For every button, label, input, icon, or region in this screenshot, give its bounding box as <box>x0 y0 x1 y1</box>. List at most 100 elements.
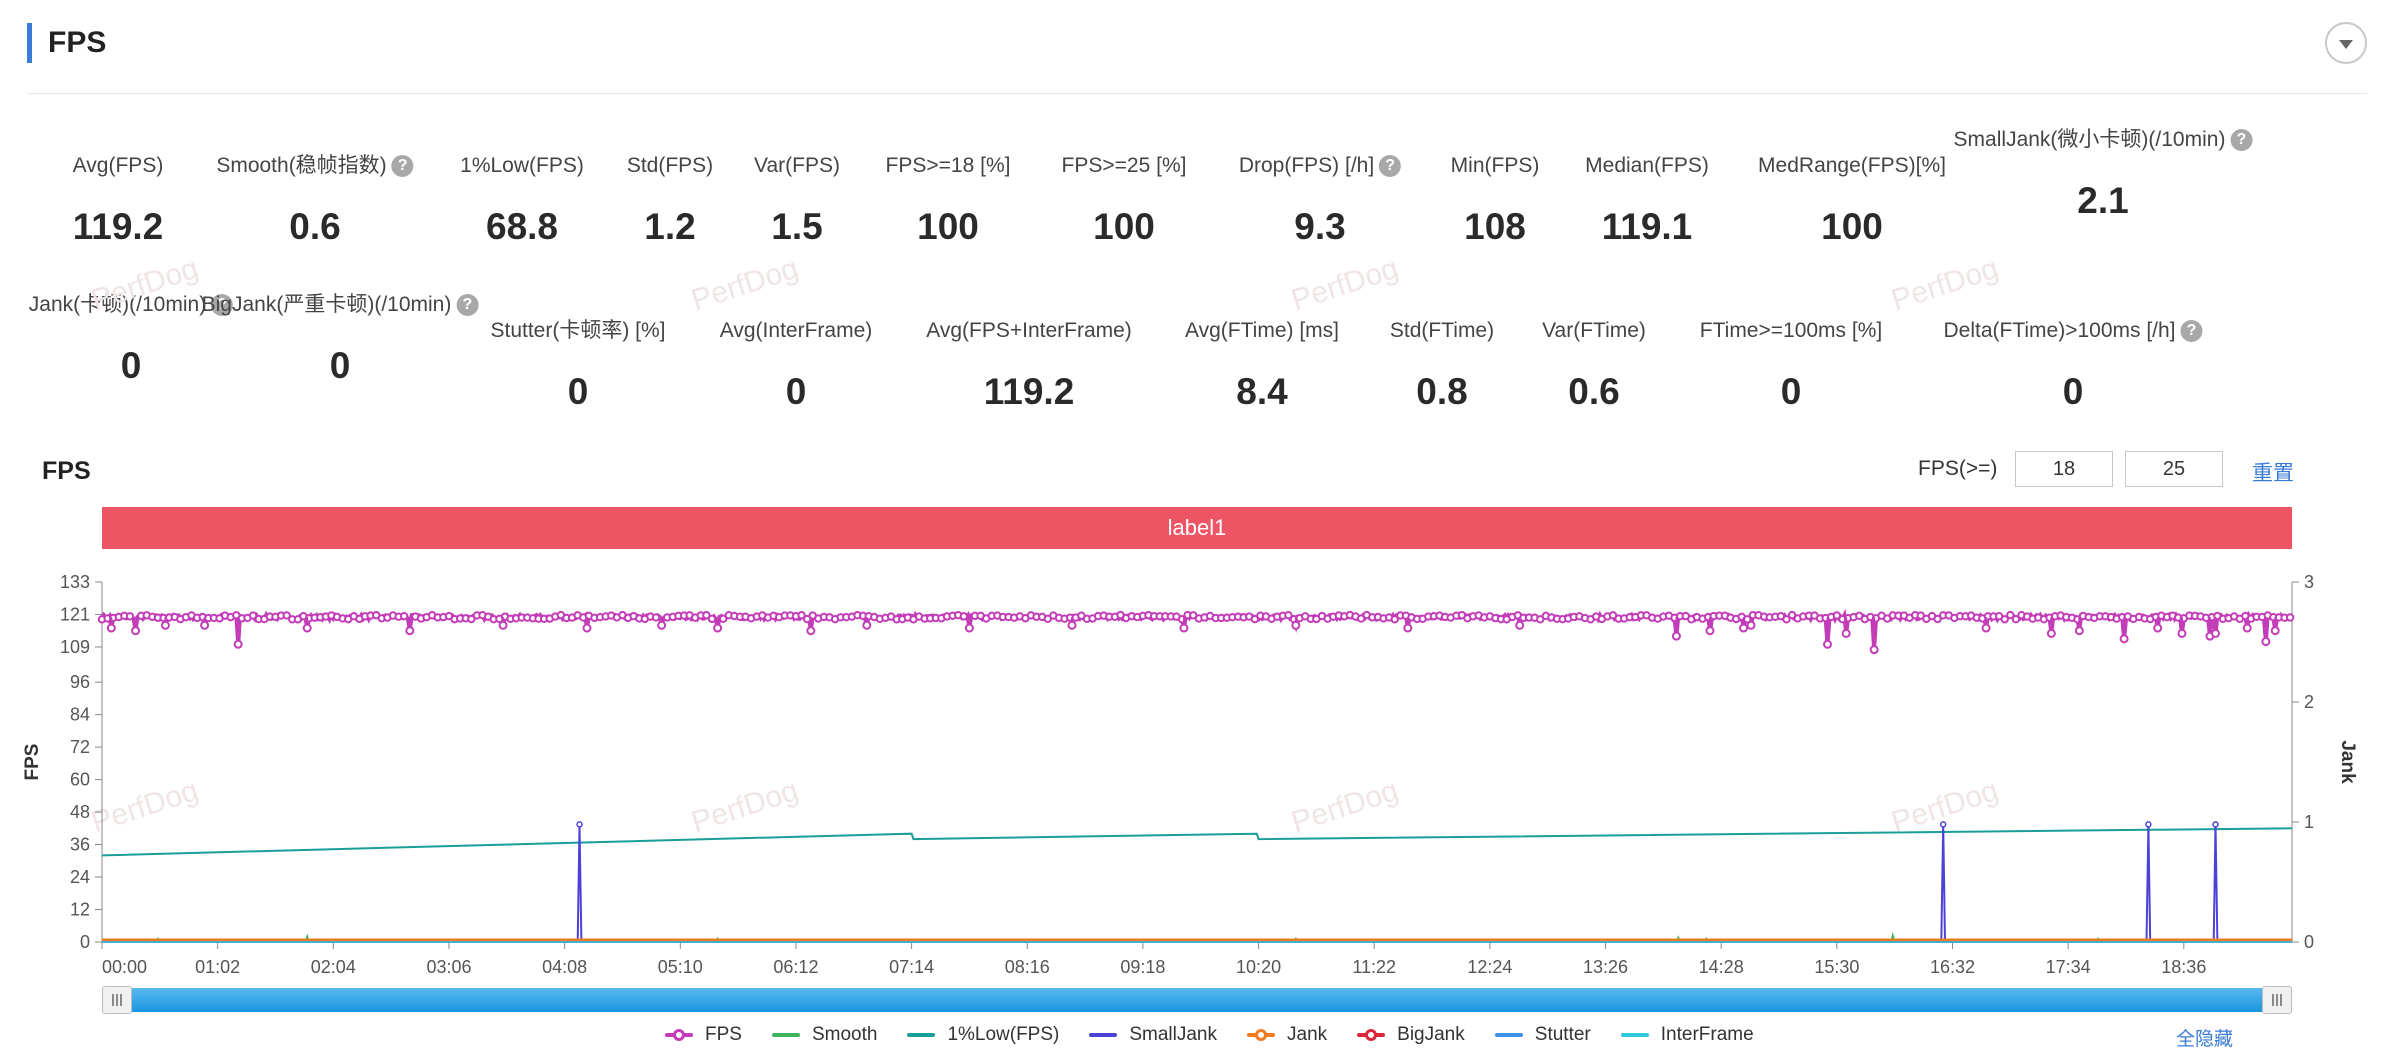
legend-label: Smooth <box>811 1024 878 1045</box>
fps-dip-point <box>233 639 243 649</box>
metric-label: SmallJank(微小卡顿) <box>1953 128 2149 151</box>
metric-card: Jank(卡顿) (/10min)? 0 <box>29 292 234 388</box>
fps-dip-point <box>2177 628 2187 638</box>
metric-card: Drop(FPS) [/h]? 9.3 <box>1239 153 1402 249</box>
legend-item[interactable]: Smooth <box>771 1024 878 1046</box>
y-right-tick-label: 0 <box>2304 932 2314 952</box>
metric-card: FTime>=100ms [%] 0 <box>1700 318 1882 414</box>
metric-value: 1.5 <box>771 206 823 247</box>
y-right-tick-label: 1 <box>2304 812 2314 832</box>
collapse-button[interactable] <box>2325 22 2367 64</box>
metric-value: 100 <box>1821 206 1883 247</box>
metric-value: 0.8 <box>1416 371 1468 412</box>
metric-value: 0 <box>567 371 589 412</box>
fps-dip-point <box>106 623 116 633</box>
legend-item[interactable]: BigJank <box>1357 1024 1465 1046</box>
help-icon[interactable]: ? <box>2230 129 2253 151</box>
y-left-tick-label: 48 <box>70 802 90 822</box>
smalljank-point <box>1939 821 1947 828</box>
x-tick-label: 07:14 <box>889 957 934 977</box>
help-icon[interactable]: ? <box>456 294 479 316</box>
grip-icon <box>112 994 122 1006</box>
x-tick-label: 12:24 <box>1467 957 1512 977</box>
x-tick-label: 11:22 <box>1352 957 1396 977</box>
watermark-text: PerfDog <box>1287 251 1403 318</box>
metric-label: Avg(FTime) [ms] <box>1184 319 1340 342</box>
reset-button[interactable]: 重置 <box>2252 462 2294 485</box>
time-range-slider[interactable] <box>102 986 2292 1014</box>
y-left-tick-label: 109 <box>60 637 90 657</box>
fps-threshold-input-2[interactable] <box>2125 451 2223 487</box>
y-left-tick-label: 60 <box>70 770 90 790</box>
metric-label: Delta(FTime)>100ms [/h]? <box>1943 318 2203 344</box>
x-tick-label: 16:32 <box>1930 957 1975 977</box>
legend-item[interactable]: InterFrame <box>1620 1024 1754 1046</box>
legend-label: 1%Low(FPS) <box>947 1024 1060 1045</box>
legend-item[interactable]: Jank <box>1247 1024 1327 1046</box>
grip-icon <box>2272 994 2282 1006</box>
legend-label: Jank <box>1287 1024 1328 1045</box>
metric-value: 0.6 <box>1568 371 1620 412</box>
y-left-tick-label: 0 <box>80 932 90 952</box>
legend-swatch-icon <box>1620 1033 1649 1037</box>
y-left-tick-label: 121 <box>60 604 90 624</box>
smalljank-point <box>2212 821 2219 828</box>
series-smalljank-line <box>102 824 2292 943</box>
fps-point <box>1832 611 1842 620</box>
fps-dip-point <box>131 626 141 636</box>
fps-dip-point <box>1403 623 1413 633</box>
help-icon[interactable]: ? <box>1379 155 1402 177</box>
fps-point <box>718 614 728 623</box>
x-tick-label: 10:20 <box>1236 957 1281 977</box>
legend-item[interactable]: SmallJank <box>1089 1024 1217 1046</box>
x-tick-label: 09:18 <box>1120 957 1165 977</box>
slider-handle-right[interactable] <box>2262 986 2292 1014</box>
label-band[interactable]: label1 <box>102 507 2292 549</box>
fps-dip-point <box>1067 620 1077 630</box>
legend-item[interactable]: Stutter <box>1494 1024 1591 1046</box>
legend-label: Stutter <box>1534 1024 1591 1045</box>
legend-item[interactable]: FPS <box>665 1024 742 1046</box>
y-left-tick-label: 36 <box>70 835 90 855</box>
threshold-label: FPS(>=) <box>1918 457 1998 480</box>
legend-label: SmallJank <box>1129 1024 1218 1045</box>
metric-value: 100 <box>917 206 979 247</box>
fps-threshold-input-1[interactable] <box>2015 451 2113 487</box>
metric-value: 68.8 <box>485 206 559 247</box>
fps-point <box>1933 614 1942 624</box>
metric-value: 119.2 <box>72 206 164 247</box>
fps-point <box>1390 615 1399 624</box>
fps-dip-point <box>1291 620 1301 630</box>
x-tick-label: 06:12 <box>773 957 818 977</box>
metric-value: 119.2 <box>983 371 1075 412</box>
legend-item[interactable]: 1%Low(FPS) <box>907 1024 1059 1046</box>
fps-point <box>467 614 476 624</box>
y-right-tick-label: 3 <box>2304 572 2314 592</box>
legend-label: FPS <box>705 1024 742 1045</box>
fps-dip-point <box>2261 637 2271 647</box>
section-header: FPS <box>27 22 106 64</box>
metric-card: MedRange(FPS)[%] 100 <box>1758 153 1946 249</box>
help-icon[interactable]: ? <box>211 294 234 316</box>
metric-label: Median(FPS) <box>1585 154 1709 177</box>
legend-swatch-icon <box>1247 1029 1276 1041</box>
slider-handle-left[interactable] <box>102 986 132 1014</box>
metric-value: 0 <box>329 345 351 386</box>
hide-all-button[interactable]: 全隐藏 <box>2176 1029 2234 1050</box>
header-divider <box>27 93 2367 94</box>
help-icon[interactable]: ? <box>391 155 414 177</box>
y-left-axis-label: FPS <box>22 744 43 781</box>
metric-label: Avg(FPS+InterFrame) <box>926 319 1132 342</box>
chart-legend: FPS Smooth 1%Low(FPS) SmallJank Jank BigJank S… <box>665 1022 1784 1048</box>
metric-label: Avg(InterFrame) <box>719 319 873 342</box>
metric-card: Var(FPS) 1.5 <box>754 153 840 249</box>
metric-card: Avg(InterFrame) 0 <box>720 318 873 414</box>
y-right-tick-label: 2 <box>2304 692 2314 712</box>
metric-value: 9.3 <box>1294 206 1346 247</box>
fps-dip-point <box>582 623 592 633</box>
y-left-tick-label: 84 <box>70 705 90 725</box>
fps-dip-point <box>1869 645 1879 655</box>
help-icon[interactable]: ? <box>2180 320 2203 342</box>
fps-dip-point <box>657 620 667 630</box>
